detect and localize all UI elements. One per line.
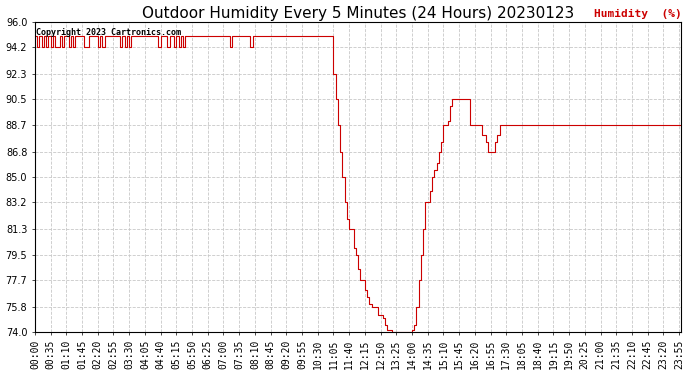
Text: Copyright 2023 Cartronics.com: Copyright 2023 Cartronics.com	[37, 28, 181, 37]
Title: Outdoor Humidity Every 5 Minutes (24 Hours) 20230123: Outdoor Humidity Every 5 Minutes (24 Hou…	[142, 6, 574, 21]
Text: Humidity  (%): Humidity (%)	[593, 9, 681, 19]
